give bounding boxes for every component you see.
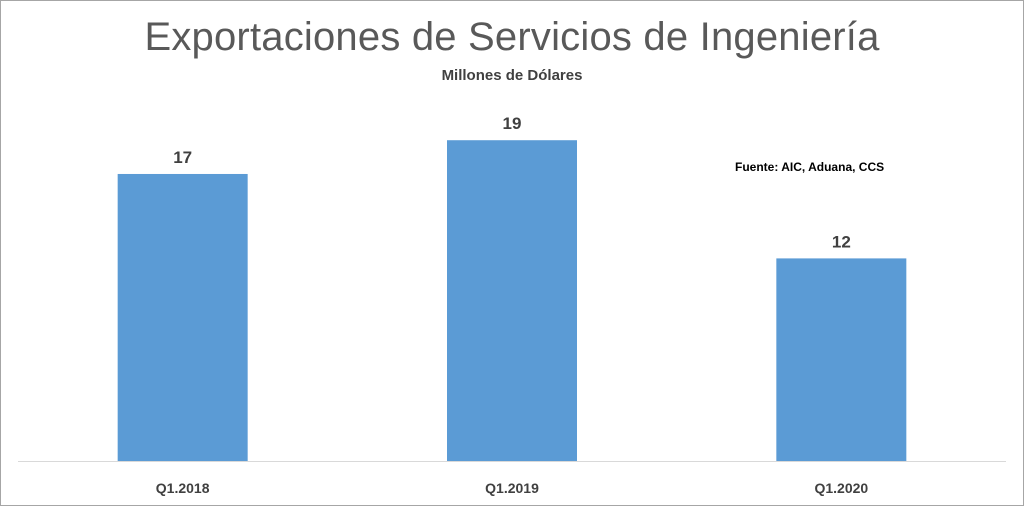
x-tick-label-Q1.2020: Q1.2020 xyxy=(814,480,868,496)
data-label-Q1.2020: 12 xyxy=(832,232,851,251)
bar-Q1.2020 xyxy=(776,258,907,461)
bar-Q1.2019 xyxy=(447,140,577,462)
x-tick-label-Q1.2019: Q1.2019 xyxy=(485,480,539,496)
bar-Q1.2018 xyxy=(117,173,248,461)
chart-title: Exportaciones de Servicios de Ingeniería xyxy=(144,15,880,59)
x-tick-label-Q1.2018: Q1.2018 xyxy=(156,480,210,496)
chart-subtitle: Millones de Dólares xyxy=(441,67,583,84)
data-label-Q1.2018: 17 xyxy=(173,148,192,167)
source-note: Fuente: AIC, Aduana, CCS xyxy=(735,160,885,174)
data-label-Q1.2019: 19 xyxy=(503,114,522,133)
